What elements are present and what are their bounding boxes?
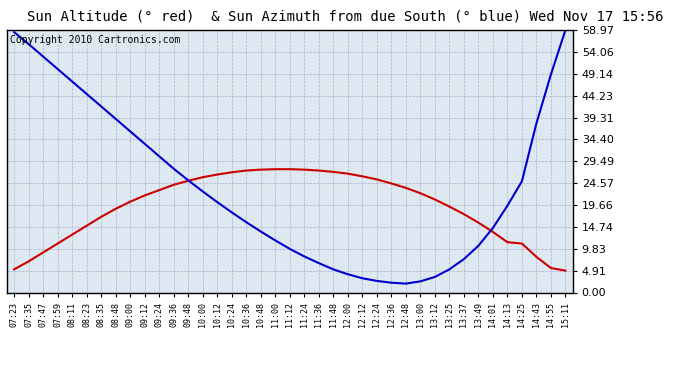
Text: Sun Altitude (° red)  & Sun Azimuth from due South (° blue) Wed Nov 17 15:56: Sun Altitude (° red) & Sun Azimuth from … (27, 9, 663, 23)
Text: Copyright 2010 Cartronics.com: Copyright 2010 Cartronics.com (10, 35, 180, 45)
